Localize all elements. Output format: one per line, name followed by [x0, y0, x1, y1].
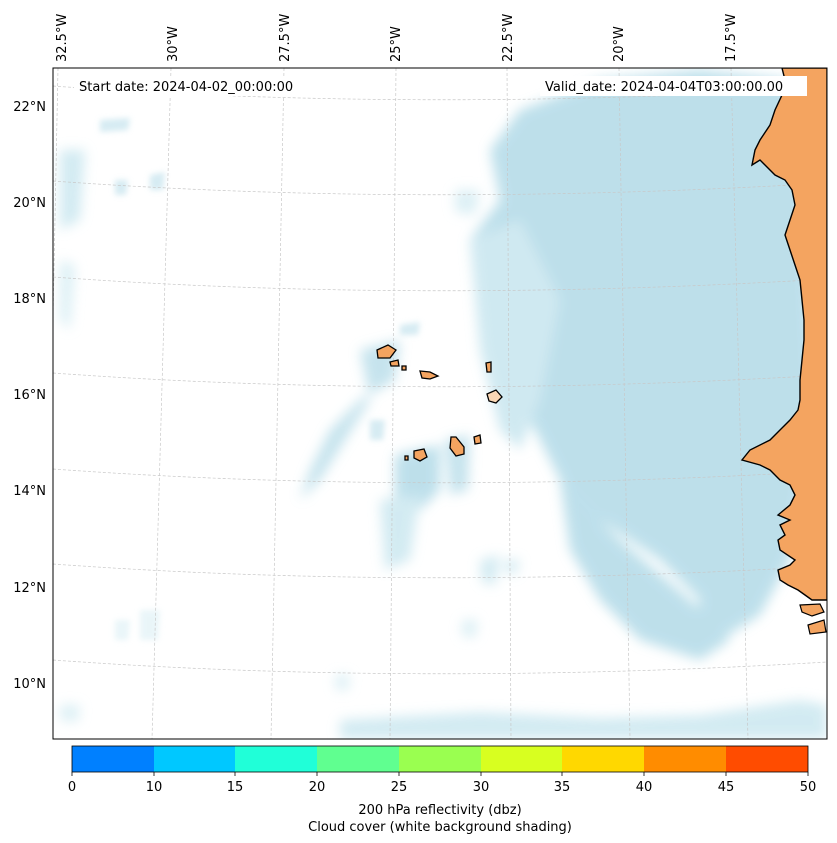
colorbar-tick-label: 30: [473, 780, 490, 795]
lon-label-22-5w: 22.5°W: [501, 14, 516, 62]
lon-label-32-5w: 32.5°W: [55, 14, 70, 62]
colorbar-tick-label: 10: [146, 780, 163, 795]
africa-land: [740, 68, 827, 601]
colorbar-segment: [399, 746, 481, 772]
colorbar-tick-label: 50: [800, 780, 817, 795]
colorbar-segment: [562, 746, 644, 772]
colorbar: 0 10 15 20 25 30 35 40 45 50 200 hPa ref…: [68, 745, 816, 835]
colorbar-segment: [644, 746, 726, 772]
lon-label-17-5w: 17.5°W: [724, 14, 739, 62]
colorbar-tick-label: 35: [554, 780, 571, 795]
lon-label-25w: 25°W: [389, 26, 404, 62]
colorbar-tick-label: 25: [391, 780, 408, 795]
lat-label-12n: 12°N: [13, 581, 46, 596]
map-border: [52, 67, 828, 740]
latitude-labels: 22°N 20°N 18°N 16°N 14°N 12°N 10°N: [13, 100, 46, 692]
longitude-labels: 32.5°W 30°W 27.5°W 25°W 22.5°W 20°W 17.5…: [55, 14, 739, 62]
lat-label-22n: 22°N: [13, 100, 46, 115]
start-date-label: Start date: 2024-04-02_00:00:00: [79, 80, 293, 95]
colorbar-tick-labels: 0 10 15 20 25 30 35 40 45 50: [68, 780, 816, 795]
lon-label-30w: 30°W: [166, 26, 181, 62]
colorbar-segment: [481, 746, 563, 772]
colorbar-segment: [154, 746, 236, 772]
cape-verde-islands: [376, 344, 503, 462]
lon-label-20w: 20°W: [612, 26, 627, 62]
colorbar-label: 200 hPa reflectivity (dbz): [358, 803, 521, 818]
colorbar-tick-label: 20: [309, 780, 326, 795]
lat-label-14n: 14°N: [13, 484, 46, 499]
colorbar-outline: [71, 745, 809, 773]
lat-label-10n: 10°N: [13, 677, 46, 692]
start-date-box: [74, 76, 314, 96]
lon-label-27-5w: 27.5°W: [278, 14, 293, 62]
colorbar-tick-label: 0: [68, 780, 76, 795]
colorbar-tick-label: 45: [718, 780, 735, 795]
colorbar-segment: [235, 746, 317, 772]
colorbar-ticks: [71, 772, 809, 776]
colorbar-segment: [317, 746, 399, 772]
colorbar-tick-label: 40: [636, 780, 653, 795]
valid-date-label: Valid_date: 2024-04-04T03:00:00.00: [545, 80, 783, 95]
coast-detail: [799, 603, 827, 635]
valid-date-box: [540, 76, 807, 96]
lat-label-20n: 20°N: [13, 196, 46, 211]
lat-label-18n: 18°N: [13, 292, 46, 307]
colorbar-sublabel: Cloud cover (white background shading): [308, 820, 572, 835]
cloud-wisps: [100, 118, 420, 640]
lat-label-16n: 16°N: [13, 388, 46, 403]
colorbar-segment: [726, 746, 808, 772]
colorbar-segment: [72, 746, 154, 772]
colorbar-tick-label: 15: [227, 780, 244, 795]
